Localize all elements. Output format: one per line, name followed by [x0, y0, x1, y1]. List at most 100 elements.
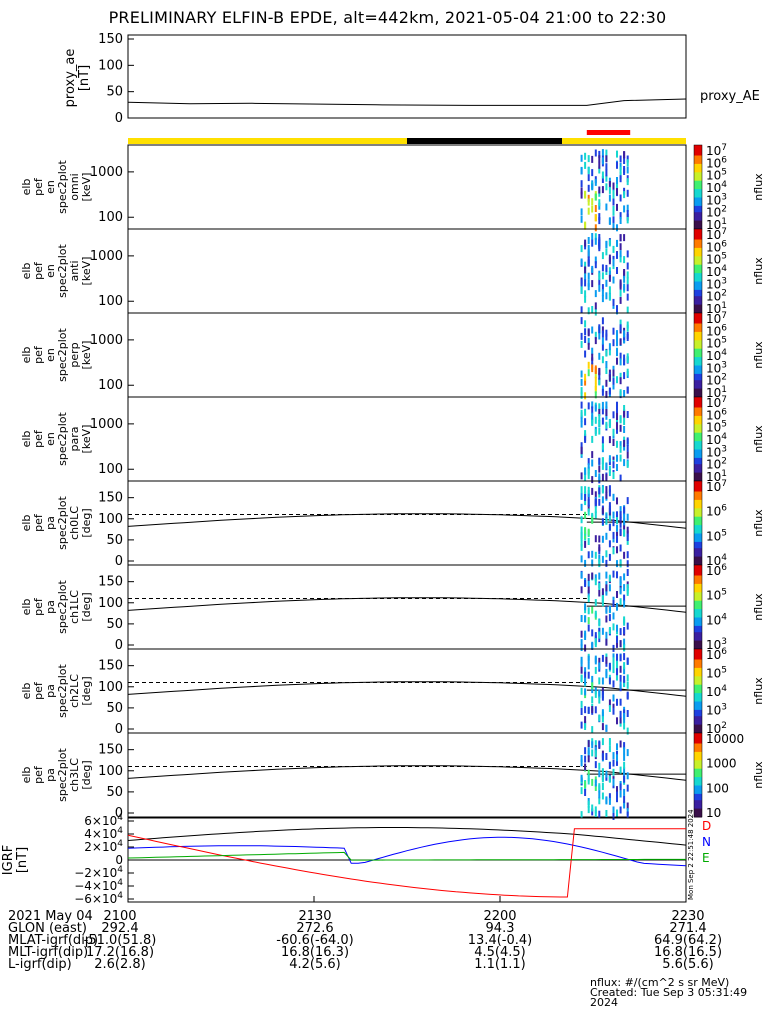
- colorbar-swatch: [694, 565, 702, 568]
- spectrogram-cell: [605, 279, 608, 287]
- colorbar-swatch: [694, 289, 702, 293]
- spectrogram-cell: [623, 600, 626, 608]
- spectrogram-cell: [584, 467, 587, 475]
- colorbar-swatch: [694, 777, 702, 780]
- spectrogram-cell: [580, 644, 583, 651]
- proxy-ae-frame: [127, 34, 687, 119]
- colorbar-swatch: [694, 229, 702, 232]
- spectrogram-cell: [626, 534, 629, 541]
- spectrogram-cell: [612, 245, 615, 253]
- colorbar-tick-label: 102: [706, 205, 727, 220]
- spectrogram-cell: [587, 463, 590, 471]
- colorbar-tick-label: 101: [706, 385, 727, 400]
- spectrogram-cell: [587, 402, 590, 410]
- colorbar-swatch: [694, 258, 702, 261]
- spectrogram-cell: [623, 638, 626, 646]
- colorbar-swatch: [694, 751, 702, 755]
- spectrogram-cell: [608, 239, 611, 247]
- spectrogram-cell: [619, 790, 622, 798]
- spectrogram-cell: [623, 761, 626, 769]
- colorbar-swatch: [694, 718, 702, 721]
- colorbar-tick-label: 102: [706, 457, 727, 472]
- spectrogram-cell: [605, 248, 608, 256]
- colorbar-swatch: [694, 579, 702, 583]
- spectrogram-cell: [587, 607, 590, 615]
- colorbar-swatch: [694, 510, 702, 513]
- colorbar-swatch: [694, 327, 702, 331]
- spectrogram-cell: [616, 239, 618, 247]
- spectrogram-cell: [598, 740, 601, 748]
- spectrogram-cell: [587, 468, 590, 476]
- spectrogram-cell: [601, 388, 604, 396]
- spectrogram-cell: [616, 658, 618, 665]
- spectrogram-cell: [598, 473, 601, 481]
- colorbar-swatch: [694, 630, 702, 633]
- colorbar-swatch: [694, 609, 702, 612]
- spectrogram-cell: [601, 768, 604, 776]
- colorbar-swatch: [694, 281, 702, 285]
- spectrogram-cell: [623, 627, 626, 634]
- spectrogram-cell: [626, 189, 629, 197]
- colorbar-swatch: [694, 699, 702, 702]
- spectrogram-cell: [591, 675, 594, 683]
- spectrogram-cell: [612, 259, 615, 267]
- spectrogram-cell: [594, 149, 597, 157]
- spectrogram-cell: [584, 373, 587, 381]
- spectrogram-cell: [623, 205, 626, 213]
- colorbar-swatch: [694, 508, 702, 511]
- spectrogram-cell: [598, 241, 601, 249]
- colorbar-swatch: [694, 262, 702, 266]
- colorbar-swatch: [694, 806, 702, 810]
- spectrogram-cell: [594, 224, 597, 232]
- spectrogram-cell: [584, 763, 587, 771]
- side-timestamp: Mon Sep 2 22:51:48 2024: [687, 809, 695, 900]
- spectrogram-cell: [594, 511, 597, 519]
- spectrogram-cell: [580, 516, 583, 524]
- colorbar-swatch: [694, 420, 702, 423]
- colorbar-swatch: [694, 201, 702, 205]
- spectrogram-cell: [616, 531, 618, 539]
- spectrogram-cell: [598, 419, 601, 427]
- colorbar-swatch: [694, 653, 702, 656]
- spectrogram-cell: [601, 627, 604, 635]
- spectrogram-cell: [608, 181, 611, 188]
- footer-value: -51.0(51.8): [83, 933, 157, 948]
- spectrogram-cell: [598, 457, 601, 465]
- spectrogram-cell: [619, 681, 622, 689]
- y-tick-label: 100: [98, 58, 123, 73]
- spectrogram-frame: [127, 732, 687, 818]
- spectrogram-cell: [601, 654, 604, 662]
- spectrogram-cell: [594, 376, 597, 384]
- colorbar-swatch: [694, 739, 702, 742]
- spectrogram-cell: [584, 152, 587, 160]
- colorbar-swatch: [694, 472, 702, 476]
- colorbar-tick-label: 103: [706, 444, 727, 459]
- colorbar-swatch: [694, 380, 702, 383]
- spectrogram-cell: [580, 571, 583, 579]
- spectrogram-cell: [580, 666, 583, 674]
- footer-value: 2230: [671, 909, 705, 924]
- spectrogram-cell: [623, 439, 626, 447]
- spectrogram-cell: [587, 174, 590, 182]
- colorbar-swatch: [694, 275, 702, 278]
- y-tick-label: 2×104: [84, 839, 123, 854]
- colorbar-swatch: [694, 705, 702, 709]
- spectrogram-cell: [616, 511, 618, 519]
- spectrogram-cell: [594, 178, 597, 186]
- y-axis-label: para: [68, 427, 81, 452]
- spectrogram-cell: [598, 544, 601, 552]
- colorbar-swatch: [694, 161, 702, 165]
- y-tick-label: 100: [98, 764, 123, 779]
- colorbar-swatch: [694, 220, 702, 224]
- spectrogram-cell: [580, 630, 583, 638]
- spectrogram-cell: [626, 537, 629, 545]
- spectrogram-cell: [594, 261, 597, 269]
- spectrogram-cell: [616, 348, 618, 356]
- colorbar-swatch: [694, 499, 702, 503]
- colorbar-tick-label: 105: [706, 420, 727, 435]
- colorbar-swatch: [694, 537, 702, 541]
- spectrogram-cell: [580, 503, 583, 511]
- y-axis-label: en: [44, 264, 57, 278]
- spectrogram-cell: [612, 206, 615, 213]
- spectrogram-cell: [601, 264, 604, 272]
